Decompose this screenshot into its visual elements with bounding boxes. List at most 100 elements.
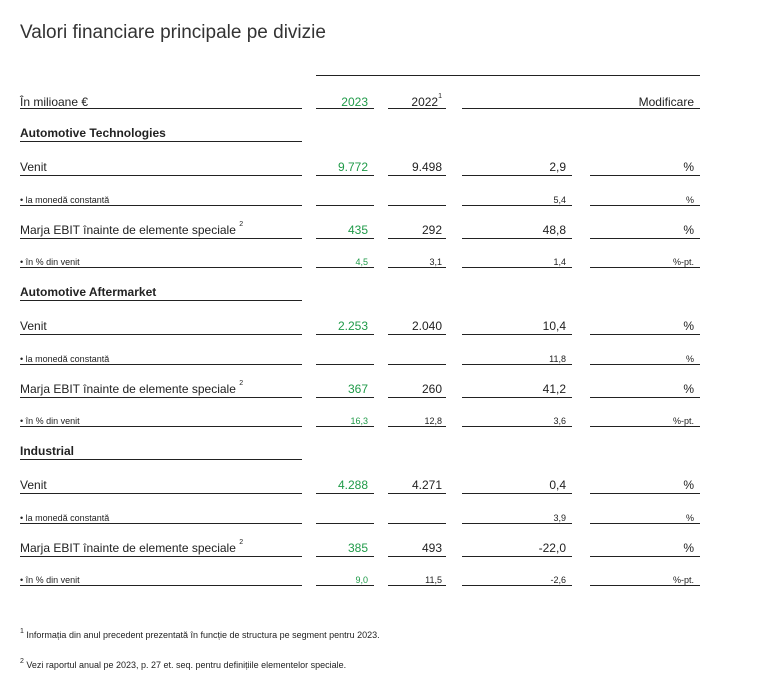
row-rule-unit — [590, 556, 700, 557]
row-rule-unit — [590, 523, 700, 524]
row-rule-current — [316, 334, 374, 335]
row-rule-label — [20, 493, 302, 494]
row-rule-label — [20, 556, 302, 557]
row-rule-change — [462, 334, 572, 335]
footnote-1: 1 Informația din anul precedent prezenta… — [20, 628, 380, 640]
row-rule-label — [20, 267, 302, 268]
row-rule-change — [462, 556, 572, 557]
value-2023: 385 — [347, 541, 368, 555]
row-label-text: • în % din venit — [20, 257, 80, 267]
change-unit: % — [683, 541, 694, 555]
row-rule-change — [462, 205, 572, 206]
change-value: 3,6 — [553, 416, 566, 426]
header-rule-current — [316, 108, 374, 109]
row-rule-label — [20, 238, 302, 239]
row-rule-previous — [388, 334, 446, 335]
row-rule-change — [462, 426, 572, 427]
row-rule-label — [20, 426, 302, 427]
value-2022: 3,1 — [429, 257, 442, 267]
row-rule-current — [316, 238, 374, 239]
header-top-rule — [316, 75, 700, 76]
row-rule-current — [316, 556, 374, 557]
footnote-ref: 1 — [438, 93, 442, 100]
row-label: • în % din venit — [20, 416, 80, 426]
row-rule-label — [20, 334, 302, 335]
row-rule-unit — [590, 175, 700, 176]
change-value: 0,4 — [549, 478, 566, 492]
value-2022: 11,5 — [425, 575, 442, 585]
row-rule-unit — [590, 397, 700, 398]
value-2023: 9,0 — [355, 575, 368, 585]
row-rule-current — [316, 205, 374, 206]
value-2022: 9.498 — [411, 160, 442, 174]
row-label: Venit — [20, 160, 47, 174]
change-value: 5,4 — [553, 195, 566, 205]
section-title: Automotive Technologies — [20, 126, 166, 140]
row-rule-unit — [590, 205, 700, 206]
row-label-text: • la monedă constantă — [20, 354, 110, 364]
year-current-header: 2023 — [341, 95, 368, 109]
change-value: 3,9 — [553, 513, 566, 523]
row-rule-change — [462, 397, 572, 398]
value-2023: 367 — [347, 382, 368, 396]
change-unit: % — [685, 513, 694, 523]
row-rule-previous — [388, 205, 446, 206]
change-unit: %-pt. — [672, 575, 694, 585]
row-label: Venit — [20, 478, 47, 492]
unit-label: În milioane € — [20, 95, 89, 109]
row-label: Marja EBIT înainte de elemente speciale … — [20, 539, 243, 555]
value-2023: 4,5 — [355, 257, 368, 267]
row-rule-current — [316, 493, 374, 494]
row-rule-unit — [590, 585, 700, 586]
row-rule-current — [316, 175, 374, 176]
row-rule-change — [462, 238, 572, 239]
change-value: 48,8 — [542, 223, 566, 237]
row-rule-current — [316, 523, 374, 524]
row-label: Marja EBIT înainte de elemente speciale … — [20, 221, 243, 237]
row-rule-previous — [388, 426, 446, 427]
value-2023: 435 — [347, 223, 368, 237]
value-2022: 2.040 — [411, 319, 442, 333]
row-label-text: Marja EBIT înainte de elemente speciale — [20, 223, 236, 237]
row-rule-previous — [388, 523, 446, 524]
change-value: 10,4 — [542, 319, 566, 333]
row-rule-label — [20, 523, 302, 524]
header-rule-change — [462, 108, 700, 109]
row-rule-unit — [590, 334, 700, 335]
change-value: 41,2 — [542, 382, 566, 396]
row-rule-label — [20, 585, 302, 586]
row-label: • la monedă constantă — [20, 195, 109, 205]
change-unit: % — [685, 195, 694, 205]
page-title: Valori financiare principale pe divizie — [20, 22, 326, 43]
change-value: 1,4 — [553, 257, 566, 267]
row-rule-change — [462, 175, 572, 176]
change-unit: % — [685, 354, 694, 364]
row-label-text: Venit — [20, 319, 47, 333]
row-rule-unit — [590, 426, 700, 427]
row-rule-unit — [590, 267, 700, 268]
value-2022: 4.271 — [411, 478, 442, 492]
section-rule — [20, 300, 302, 301]
year-previous-header: 20221 — [411, 93, 442, 109]
row-rule-change — [462, 364, 572, 365]
row-rule-unit — [590, 364, 700, 365]
row-rule-previous — [388, 556, 446, 557]
row-rule-current — [316, 364, 374, 365]
row-rule-label — [20, 397, 302, 398]
header-rule-label — [20, 108, 302, 109]
row-label: • în % din venit — [20, 575, 80, 585]
change-unit: % — [683, 478, 694, 492]
change-value: 2,9 — [549, 160, 566, 174]
footnote-2: 2 Vezi raportul anual pe 2023, p. 27 et.… — [20, 658, 347, 670]
row-rule-unit — [590, 493, 700, 494]
value-2023: 4.288 — [337, 478, 368, 492]
section-rule — [20, 141, 302, 142]
row-label: • la monedă constantă — [20, 513, 109, 523]
change-unit: %-pt. — [672, 416, 694, 426]
value-2022: 260 — [421, 382, 442, 396]
footnote-ref: 2 — [239, 380, 244, 387]
row-label: Marja EBIT înainte de elemente speciale … — [20, 380, 244, 396]
row-label: • la monedă constantă — [20, 354, 109, 364]
row-label-text: • la monedă constantă — [20, 195, 110, 205]
change-unit: %-pt. — [672, 257, 694, 267]
